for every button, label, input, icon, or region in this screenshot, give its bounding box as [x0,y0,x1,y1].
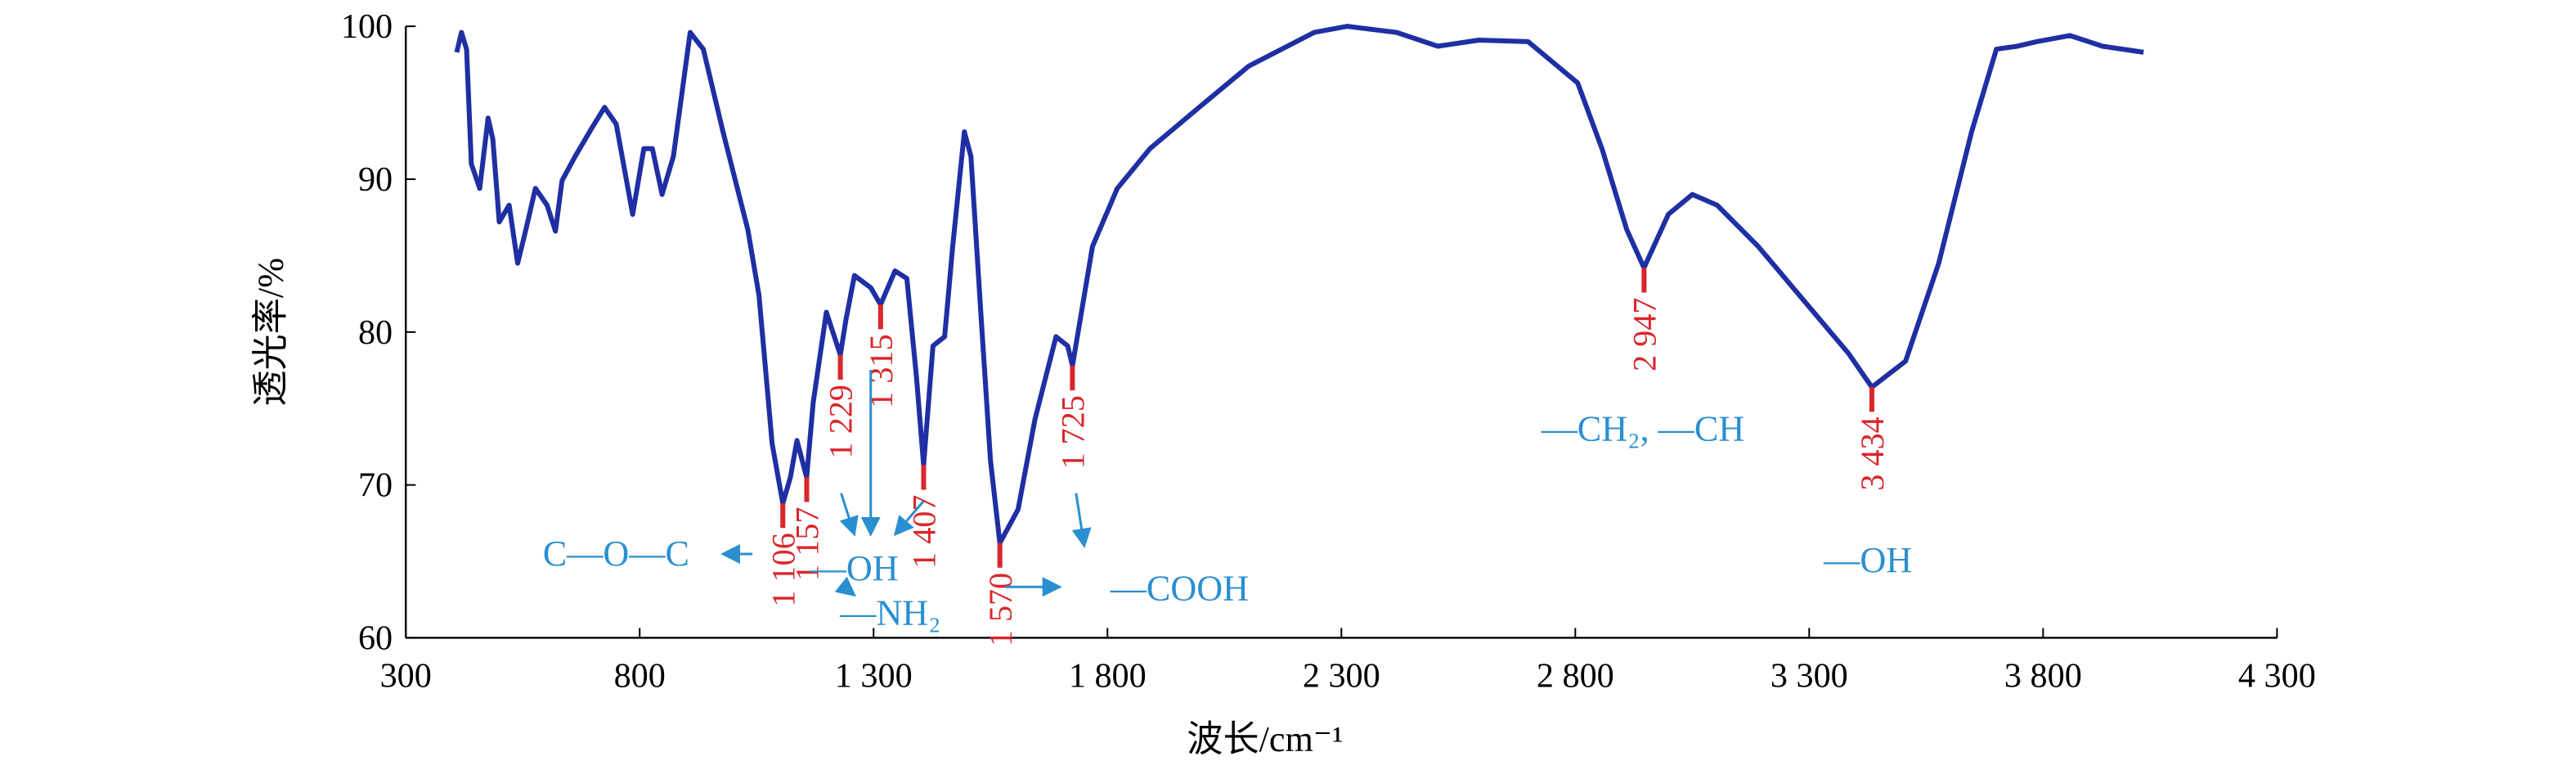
group-label: —NH₂ [839,592,940,633]
x-tick-label: 1 800 [1069,657,1147,696]
peak-label: 1 106 [765,533,801,606]
peak-label: 1 570 [982,573,1019,646]
group-label: —CH₂, —CH [1541,408,1745,448]
x-tick-label: 2 300 [1303,657,1380,696]
y-tick-label: 60 [358,619,393,658]
peak-label: 1 157 [789,507,826,580]
x-tick-label: 3 300 [1770,657,1848,696]
group-label: —COOH [1110,568,1249,608]
peak-label: 1 229 [823,385,859,458]
x-tick-label: 1 300 [835,657,913,696]
peak-label: 2 947 [1626,298,1663,371]
x-tick-label: 4 300 [2238,657,2316,696]
x-tick-label: 800 [614,657,666,696]
x-tick-label: 3 800 [2004,657,2082,696]
peak-label: 3 434 [1854,417,1891,490]
x-axis-label: 波长/cm⁻¹ [1187,719,1343,759]
x-tick-label: 300 [380,657,432,696]
group-label: —OH [810,548,899,588]
arrow [893,500,925,537]
group-label: —OH [1823,540,1912,580]
arrow [1071,493,1092,548]
peak-label: 1 407 [906,495,943,569]
x-tick-label: 2 800 [1537,657,1614,696]
y-tick-label: 100 [341,7,393,46]
spectrum-line [454,24,2144,546]
arrow [839,493,859,537]
peak-label: 1 315 [863,334,900,408]
y-tick-label: 90 [358,160,393,199]
peak-label: 1 725 [1054,395,1091,469]
y-tick-label: 70 [358,466,393,505]
group-label: C—O—C [543,534,689,574]
y-tick-label: 80 [358,313,393,352]
arrow [834,576,856,597]
y-axis-label: 透光率/% [251,258,291,407]
